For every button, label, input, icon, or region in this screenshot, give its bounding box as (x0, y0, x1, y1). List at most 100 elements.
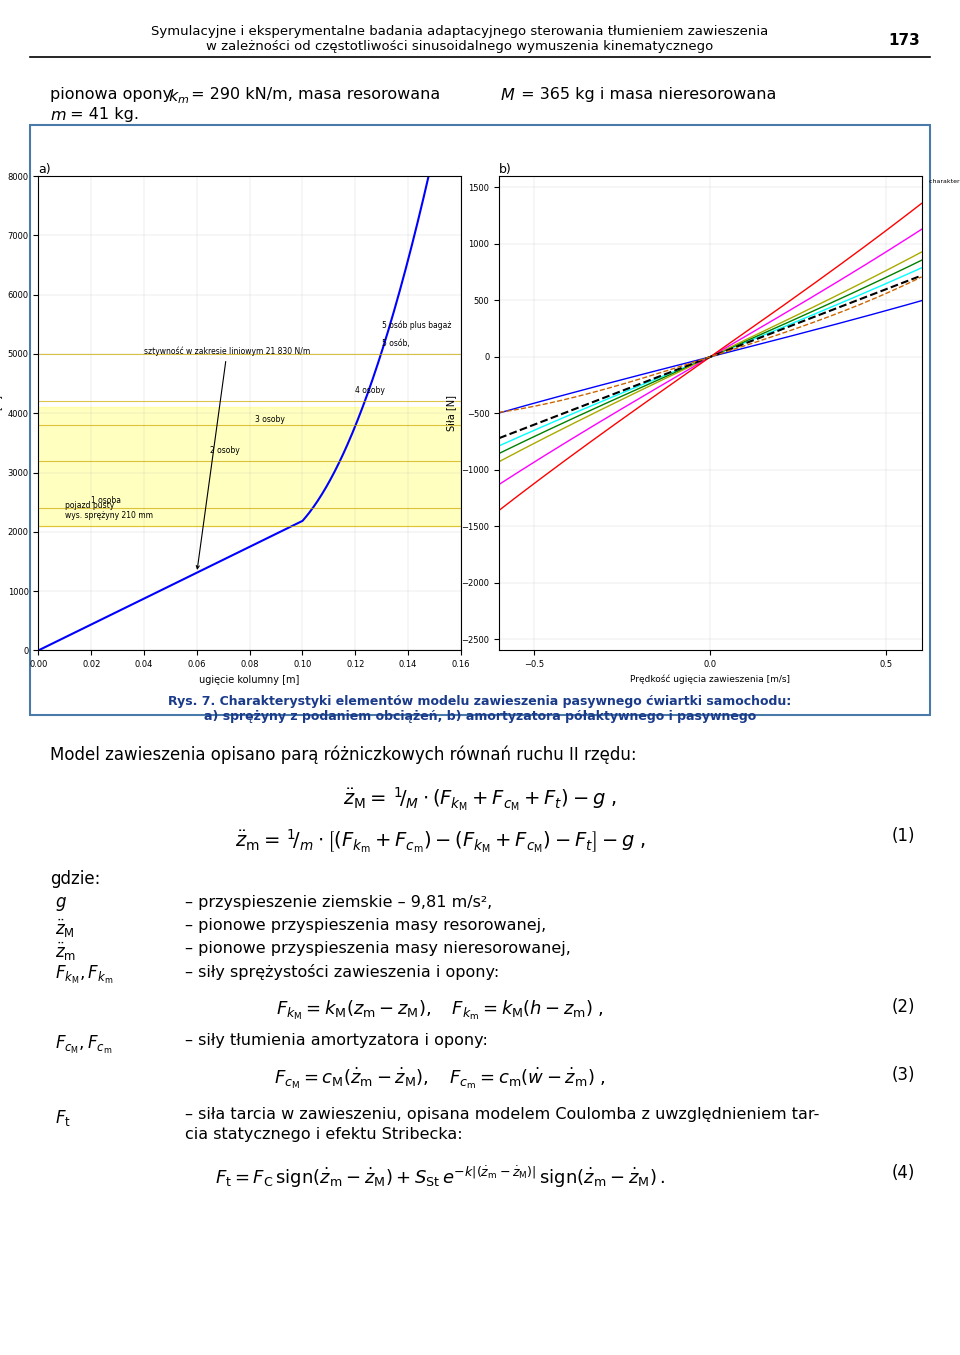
pasywne liniowe (694, 352, 706, 369)
I=0.64 A (745, 331, 756, 347)
I=1.13 A (697, 354, 708, 370)
I=1.54 A (905, 203, 917, 220)
Text: a): a) (38, 163, 51, 176)
I=0.00 A (694, 351, 706, 367)
I=1.54 A (840, 252, 852, 268)
pasywne nieliniowe (745, 336, 756, 352)
pasywne nieliniowe (840, 302, 852, 318)
Text: $F_{\mathrm{t}}$: $F_{\mathrm{t}}$ (55, 1107, 71, 1127)
X-axis label: Prędkość ugięcia zawieszenia [m/s]: Prędkość ugięcia zawieszenia [m/s] (631, 675, 790, 684)
I=1.13 A (493, 476, 505, 492)
Text: 1 osoba: 1 osoba (91, 496, 121, 505)
Text: w zależności od częstotliwości sinusoidalnego wymuszenia kinematycznego: w zależności od częstotliwości sinusoida… (206, 41, 713, 53)
pasywne nieliniowe (697, 351, 708, 367)
Text: $M$: $M$ (500, 87, 516, 104)
Y-axis label: Siła [N]: Siła [N] (0, 396, 2, 431)
Line: pasywne nieliniowe: pasywne nieliniowe (499, 276, 922, 412)
I=0.77 A (840, 283, 852, 299)
Text: gdzie:: gdzie: (50, 870, 101, 888)
I=0.64 A (493, 446, 505, 462)
I=0.00 A (916, 293, 927, 309)
Text: sztywność w zakresie liniowym 21 830 N/m: sztywność w zakresie liniowym 21 830 N/m (144, 347, 310, 569)
Text: 4 osoby: 4 osoby (355, 386, 385, 396)
I=0.52 A (840, 293, 852, 309)
pasywne liniowe (905, 271, 917, 287)
Text: charakterystyka amortyzatora regulowanego - siły dodatkle dla ściskania: charakterystyka amortyzatora regulowaneg… (928, 179, 960, 184)
pasywne liniowe (493, 430, 505, 446)
pasywne liniowe (722, 341, 733, 358)
Line: I=0.64 A: I=0.64 A (499, 260, 922, 454)
Line: I=1.13 A: I=1.13 A (499, 229, 922, 484)
FancyBboxPatch shape (30, 125, 930, 715)
pasywne liniowe (916, 267, 927, 283)
Text: – siły tłumienia amortyzatora i opony:: – siły tłumienia amortyzatora i opony: (185, 1034, 488, 1049)
I=0.77 A (722, 340, 733, 356)
I=1.54 A (697, 354, 708, 370)
Text: 173: 173 (888, 33, 920, 47)
Line: pasywne liniowe: pasywne liniowe (499, 275, 922, 438)
I=1.13 A (905, 228, 917, 244)
I=0.64 A (916, 252, 927, 268)
Text: (4): (4) (892, 1164, 915, 1182)
pasywne nieliniowe (493, 404, 505, 420)
Text: $F_{k_{\mathrm{M}}} = k_{\mathrm{M}}(z_{\mathrm{m}} - z_{\mathrm{M}}),\quad F_{k: $F_{k_{\mathrm{M}}} = k_{\mathrm{M}}(z_{… (276, 999, 604, 1022)
I=0.00 A (722, 344, 733, 360)
Text: $\ddot{z}_{\mathrm{M}} = \,{}^{1}\!/_{M}\cdot(F_{k_{\mathrm{M}}} + F_{c_{\mathrm: $\ddot{z}_{\mathrm{M}} = \,{}^{1}\!/_{M}… (344, 785, 616, 813)
Text: a) sprężyny z podaniem obciążeń, b) amortyzatora półaktywnego i pasywnego: a) sprężyny z podaniem obciążeń, b) amor… (204, 710, 756, 724)
Text: $F_{k_{\mathrm{M}}},F_{k_{\mathrm{m}}}$: $F_{k_{\mathrm{M}}},F_{k_{\mathrm{m}}}$ (55, 963, 113, 986)
I=1.54 A (493, 503, 505, 519)
Text: – przyspieszenie ziemskie – 9,81 m/s²,: – przyspieszenie ziemskie – 9,81 m/s², (185, 896, 492, 911)
I=1.13 A (840, 268, 852, 285)
I=0.00 A (493, 405, 505, 421)
I=0.77 A (694, 354, 706, 370)
Text: Symulacyjne i eksperymentalne badania adaptacyjnego sterowania tłumieniem zawies: Symulacyjne i eksperymentalne badania ad… (152, 24, 769, 38)
I=0.64 A (722, 341, 733, 358)
pasywne nieliniowe (694, 352, 706, 369)
Text: (3): (3) (892, 1065, 915, 1084)
I=1.54 A (916, 195, 927, 211)
I=0.00 A (905, 295, 917, 312)
I=0.00 A (840, 313, 852, 329)
I=1.54 A (745, 320, 756, 336)
Text: Model zawieszenia opisano parą różniczkowych równań ruchu II rzędu:: Model zawieszenia opisano parą różniczko… (50, 745, 636, 763)
Text: $k_m$: $k_m$ (168, 87, 189, 106)
Text: 5 osób plus bagaż: 5 osób plus bagaż (381, 321, 451, 331)
I=1.13 A (722, 339, 733, 355)
Line: I=1.54 A: I=1.54 A (499, 203, 922, 511)
I=0.64 A (840, 289, 852, 305)
I=0.52 A (493, 438, 505, 454)
I=1.13 A (745, 325, 756, 341)
Text: 5 osób,: 5 osób, (381, 339, 409, 348)
Line: I=0.00 A: I=0.00 A (499, 301, 922, 413)
Text: b): b) (499, 163, 512, 176)
I=0.52 A (905, 264, 917, 280)
I=0.52 A (722, 341, 733, 358)
pasywne nieliniowe (916, 268, 927, 285)
pasywne nieliniowe (905, 274, 917, 290)
Text: pionowa opony: pionowa opony (50, 87, 178, 102)
Text: pojazd pusty
wys. sprężyny 210 mm: pojazd pusty wys. sprężyny 210 mm (64, 500, 153, 520)
Text: $F_{c_{\mathrm{M}}},F_{c_{\mathrm{m}}}$: $F_{c_{\mathrm{M}}},F_{c_{\mathrm{m}}}$ (55, 1034, 112, 1056)
Text: – pionowe przyspieszenia masy nieresorowanej,: – pionowe przyspieszenia masy nieresorow… (185, 940, 571, 957)
I=0.77 A (493, 454, 505, 470)
I=0.64 A (694, 354, 706, 370)
Text: (1): (1) (892, 827, 915, 846)
I=0.52 A (745, 332, 756, 348)
I=0.00 A (745, 339, 756, 355)
Bar (38, 408, 461, 526)
Text: – siły sprężystości zawieszenia i opony:: – siły sprężystości zawieszenia i opony: (185, 963, 499, 980)
Text: $F_{\mathrm{t}} = F_{\mathrm{C}}\,\mathrm{sign}(\dot{z}_{\mathrm{m}} - \dot{z}_{: $F_{\mathrm{t}} = F_{\mathrm{C}}\,\mathr… (215, 1164, 665, 1190)
Line: I=0.52 A: I=0.52 A (499, 268, 922, 446)
I=1.13 A (694, 355, 706, 371)
Text: $g$: $g$ (55, 896, 67, 913)
I=0.77 A (697, 352, 708, 369)
Text: $\ddot{z}_{\mathrm{M}}$: $\ddot{z}_{\mathrm{M}}$ (55, 917, 75, 940)
Text: – siła tarcia w zawieszeniu, opisana modelem Coulomba z uwzględnieniem tar-: – siła tarcia w zawieszeniu, opisana mod… (185, 1107, 820, 1122)
Text: $m$: $m$ (50, 107, 66, 125)
Line: I=0.77 A: I=0.77 A (499, 252, 922, 462)
I=1.54 A (722, 336, 733, 352)
pasywne liniowe (697, 352, 708, 369)
Text: (2): (2) (892, 999, 915, 1016)
I=0.64 A (905, 257, 917, 274)
I=1.13 A (916, 221, 927, 237)
